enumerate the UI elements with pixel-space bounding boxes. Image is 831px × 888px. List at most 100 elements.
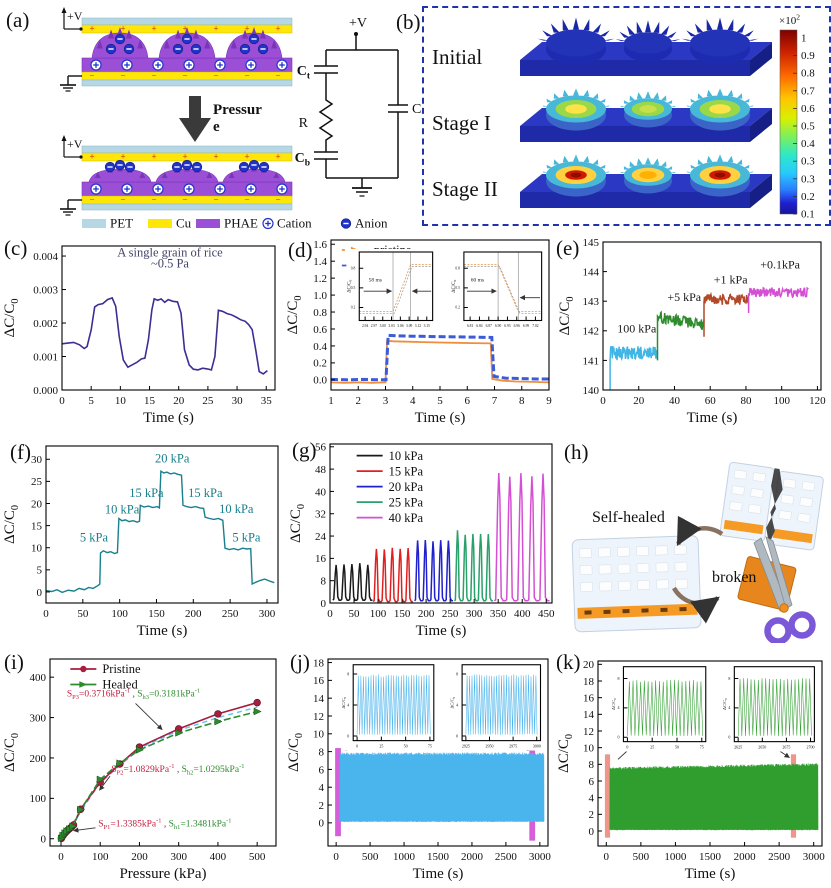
rich-text-segment: 0 — [617, 735, 619, 740]
dome-spike — [681, 38, 694, 41]
rich-text-segment: 2 — [356, 395, 362, 407]
rich-text-segment: 3.09 — [406, 324, 412, 328]
rich-text-segment: 1 — [801, 33, 807, 45]
rich-text-segment: 58 ms — [369, 277, 382, 283]
rich-text-segment: ΔC/C — [611, 700, 616, 710]
charge-plus-sign: + — [213, 152, 218, 162]
rich-text-segment: ΔC/C — [722, 700, 727, 710]
rich-text-segment: 30 — [232, 395, 244, 407]
panel-label-c: (c) — [4, 236, 28, 260]
charge-minus-sign: − — [275, 195, 280, 205]
chart-annotation: SP1=1.3385kPa-1 , Sh1=1.3481kPa-1 — [98, 818, 231, 831]
rich-text-segment: 200 — [30, 753, 47, 765]
dome-spike — [573, 88, 579, 96]
y-tick-label: 0.5 — [455, 286, 460, 290]
legend-label: 40 kPa — [389, 511, 424, 525]
rich-text-segment: 0.002 — [33, 318, 58, 330]
rich-text-segment: 20 — [633, 395, 645, 407]
rich-text-segment: 0 — [294, 733, 305, 738]
rich-text-segment: − — [120, 195, 125, 205]
dome-spike — [694, 23, 704, 33]
x-tick-label: 200 — [418, 608, 435, 620]
y-tick-label: 15 — [31, 520, 43, 532]
rich-text-segment: Pressure (kPa) — [119, 866, 206, 882]
rich-text-segment: 60 — [705, 395, 717, 407]
y-axis-label: ΔC/C0 — [722, 698, 728, 710]
rich-text-segment: 120 — [809, 395, 826, 407]
film-microstructure-cell — [617, 563, 631, 574]
colorbar-tick-label: 0.4 — [801, 138, 815, 150]
chart-svg-j: 0 500 1000 1500 2000 2500 3000024681012141618T… — [286, 657, 551, 882]
x-tick-label: 3 — [383, 395, 389, 407]
chart-svg-c: A single grain of rice~0.5 Pa 0 5 10 15 20 25 3… — [2, 245, 276, 426]
rich-text-segment: 0.5 — [455, 286, 460, 290]
rich-text-segment: Pristine — [102, 662, 141, 676]
x-tick-label: 3.03 — [388, 324, 394, 328]
rich-text-segment: ΔC/C — [286, 738, 302, 772]
panel-label-f: (f) — [10, 440, 31, 464]
legend-label: 25 kPa — [389, 495, 424, 509]
x-tick-label: 300 — [466, 608, 483, 620]
chart-annotation: 5 kPa — [80, 531, 109, 545]
rich-text-segment: -1 — [239, 763, 244, 770]
x-tick-label: 0 — [333, 851, 339, 863]
y-axis-label: ΔC/C0 — [2, 299, 21, 338]
rich-text-segment: − — [182, 195, 187, 205]
dome-spike — [592, 93, 599, 99]
y-tick-label: 2 — [589, 809, 595, 821]
x-tick-label: 3000 — [533, 744, 541, 749]
plot-area — [465, 674, 538, 735]
rich-text-segment: 2975 — [509, 744, 517, 749]
rich-text-segment: 10 kPa — [389, 449, 424, 463]
x-tick-label: 500 — [362, 851, 379, 863]
dome-spike — [686, 30, 698, 37]
x-tick-label: 450 — [538, 608, 555, 620]
rich-text-segment: 4 — [456, 702, 458, 707]
rich-text-segment: 100 — [92, 851, 109, 863]
x-tick-label: 6.87 — [486, 324, 492, 328]
y-axis-label: ΔC/C0 — [2, 733, 21, 772]
chart-annotation: +0.1kPa — [760, 258, 800, 272]
rich-text-segment: 75 — [700, 745, 704, 750]
rich-text-segment: 0 — [10, 733, 21, 738]
microdome-spike — [228, 171, 235, 178]
y-tick-label: 14 — [313, 693, 325, 705]
microdome-spike — [163, 39, 170, 49]
dome-spike — [645, 20, 651, 33]
dome-stress-center — [714, 172, 726, 178]
x-axis-label: Time (s) — [416, 623, 467, 639]
rich-text-segment: C — [297, 64, 307, 79]
rich-text-segment: 7 — [492, 395, 498, 407]
rich-text-segment: 0.004 — [33, 251, 58, 263]
rich-text-segment: 50 — [77, 608, 89, 620]
plot-frame — [49, 658, 277, 847]
rich-text-segment: 143 — [583, 296, 600, 308]
x-tick-label: 1000 — [393, 851, 416, 863]
panel-label-e: (e) — [556, 236, 580, 260]
x-tick-label: 3.09 — [406, 324, 412, 328]
x-tick-label: 0 — [626, 745, 628, 750]
rich-text-segment: -1 — [169, 763, 174, 770]
rich-text-segment: +V — [349, 16, 367, 31]
rich-text-segment: 2500 — [495, 851, 518, 863]
rich-text-segment: P2 — [117, 770, 124, 777]
plot-frame — [358, 251, 434, 322]
plot-frame — [602, 241, 822, 391]
rich-text-segment: =1.3385kPa — [110, 820, 157, 830]
rich-text-segment: 2.97 — [371, 324, 377, 328]
rich-text-segment: 2950 — [485, 744, 493, 749]
x-tick-label: 35 — [261, 395, 273, 407]
rich-text-segment: 20 — [31, 498, 43, 510]
plus-v-arrow-up-icon — [61, 135, 67, 141]
dome-spike — [592, 23, 602, 33]
chart-svg-e: 100 kPa +5 kPa +1 kPa +0.1kPa 0 20 40 60 80 100 12… — [557, 237, 826, 426]
rich-text-segment: 5 — [88, 395, 94, 407]
plot-area — [737, 678, 812, 737]
dome-spike — [746, 38, 759, 41]
rich-text-segment: 0 — [321, 598, 327, 610]
dome-spike — [629, 95, 636, 101]
microdome-spike — [137, 39, 144, 49]
rich-text-segment: 0 — [347, 733, 349, 738]
rich-text-segment: 40 kPa — [389, 511, 424, 525]
